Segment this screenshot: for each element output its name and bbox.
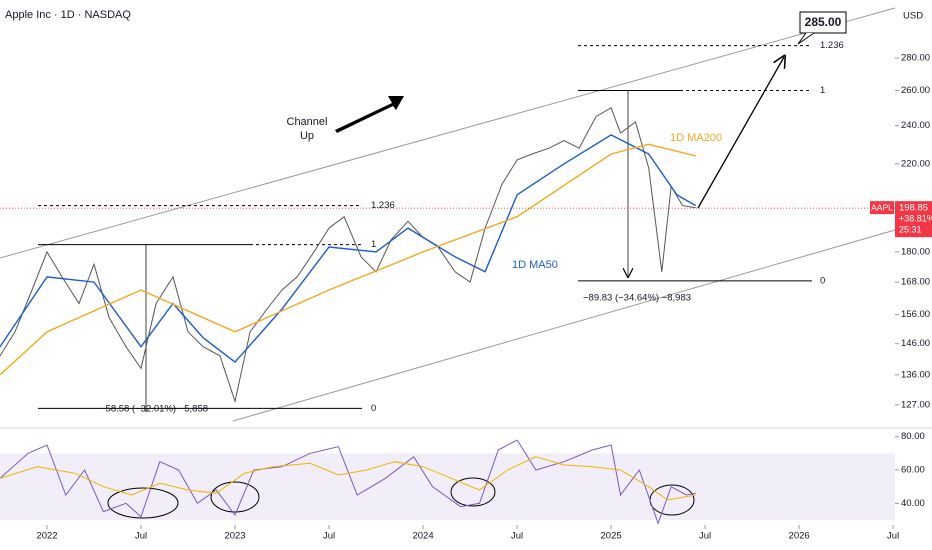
- target-pointer: [797, 32, 815, 45]
- x-tick-label: 2023: [224, 531, 245, 542]
- symbol-label: AAPL: [871, 202, 893, 212]
- price-line: [0, 134, 697, 364]
- y-tick-label: 180.00: [901, 246, 930, 257]
- x-tick-label: 2026: [789, 531, 810, 542]
- x-tick-label: 2022: [36, 531, 57, 542]
- y-tick-label: 136.00: [901, 369, 930, 380]
- rsi-band: [0, 453, 895, 520]
- x-tick-label: Jul: [887, 531, 899, 542]
- y-tick-label: 240.00: [901, 120, 930, 131]
- target-arrow: [697, 57, 784, 209]
- y-tick-label: 168.00: [901, 277, 930, 288]
- channel-label: Channel: [287, 116, 328, 128]
- y-tick-label: 280.00: [901, 53, 930, 64]
- measure-text: −58.58 (−32.01%) −5,858: [100, 404, 208, 415]
- fib-label: 1.236: [820, 40, 844, 51]
- rsi-circle: [450, 477, 496, 507]
- rsi-line: [0, 439, 696, 525]
- price-badge: [895, 201, 932, 238]
- rsi-tick-label: 60.00: [901, 465, 925, 476]
- channel-arrow: [335, 96, 404, 133]
- price-line: [0, 143, 696, 376]
- fib-label: 1.236: [371, 200, 395, 211]
- fib-label: 1: [371, 239, 376, 250]
- fib-label: 1: [820, 85, 825, 96]
- x-tick-label: Jul: [699, 531, 711, 542]
- countdown-label: 25:31: [899, 225, 922, 235]
- x-tick-label: Jul: [323, 531, 335, 542]
- rsi-line: [0, 456, 696, 501]
- price-label: 198.85: [899, 203, 928, 214]
- currency: USD: [903, 11, 923, 22]
- rsi-circle: [107, 487, 179, 519]
- y-tick-label: 127.00: [901, 399, 930, 410]
- x-tick-label: Jul: [135, 531, 147, 542]
- x-tick-label: 2025: [601, 531, 622, 542]
- chart-title: Apple Inc · 1D · NASDAQ: [5, 9, 131, 21]
- rsi-circle: [210, 481, 260, 513]
- change-label: +38.81%: [899, 214, 932, 224]
- y-tick-label: 260.00: [901, 85, 930, 96]
- ma50-label: 1D MA50: [512, 259, 558, 271]
- rsi-tick-label: 80.00: [901, 431, 925, 442]
- channel-lower: [232, 229, 896, 422]
- fib-label: 0: [371, 403, 376, 414]
- price-line: [0, 106, 696, 404]
- y-tick-label: 156.00: [901, 309, 930, 320]
- fib-label: 0: [820, 275, 825, 286]
- symbol-badge: [870, 201, 894, 215]
- channel-label: Up: [300, 130, 314, 142]
- x-tick-label: Jul: [511, 531, 523, 542]
- rsi-tick-label: 40.00: [901, 498, 925, 509]
- axis-panel: [895, 0, 932, 550]
- target-box: [799, 11, 847, 34]
- y-tick-label: 146.00: [901, 338, 930, 349]
- target-label: 285.00: [805, 15, 842, 29]
- channel-upper: [0, 7, 896, 259]
- ma200-label: 1D MA200: [670, 132, 722, 144]
- x-tick-label: 2024: [412, 531, 433, 542]
- y-tick-label: 220.00: [901, 158, 930, 169]
- measure-text: −89.83 (−34.64%) −8,983: [583, 293, 691, 304]
